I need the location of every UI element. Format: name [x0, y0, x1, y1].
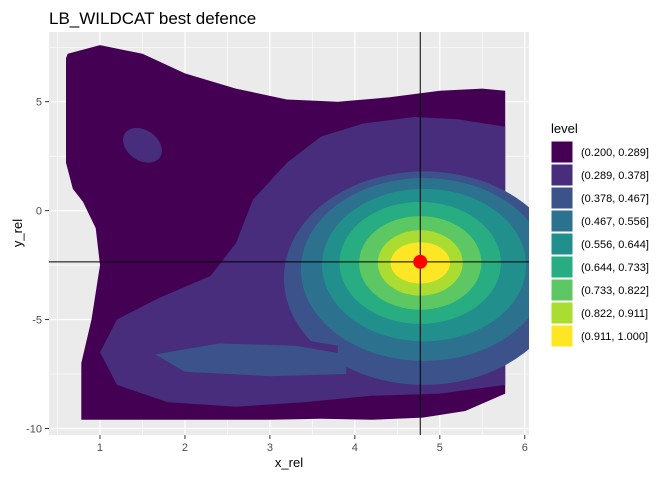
band-group — [66, 45, 529, 420]
x-tick-label: 2 — [182, 442, 188, 454]
legend-swatch — [550, 255, 574, 279]
contour-blob-upper-left — [122, 127, 162, 163]
legend-label: (0.644, 0.733] — [581, 262, 649, 274]
legend-label: (0.200, 0.289] — [581, 147, 649, 159]
x-axis: 1 2 3 4 5 6 — [97, 435, 528, 454]
contour-tongue-inner — [155, 343, 347, 377]
x-axis-title: x_rel — [275, 455, 303, 470]
legend: level (0.200, 0.289] (0.289, 0.378] (0.378… — [550, 121, 649, 348]
highlight-point-marker — [413, 254, 428, 269]
legend-swatch — [550, 140, 574, 164]
legend-label: (0.289, 0.378] — [581, 170, 649, 182]
x-tick-label: 1 — [97, 442, 103, 454]
y-axis: 5 0 -5 -10 — [26, 97, 49, 435]
legend-label: (0.467, 0.556] — [581, 216, 649, 228]
y-tick-label: -5 — [32, 315, 42, 327]
y-tick-label: -10 — [26, 423, 42, 435]
x-tick-label: 4 — [352, 442, 358, 454]
legend-swatch — [550, 209, 574, 233]
contour-bands — [66, 45, 529, 420]
y-tick-label: 5 — [36, 97, 42, 109]
legend-swatch — [550, 186, 574, 210]
reference-lines — [49, 32, 529, 435]
legend-label: (0.822, 0.911] — [581, 308, 648, 320]
legend-swatch — [550, 232, 574, 256]
legend-label: (0.911, 1.000] — [581, 331, 648, 343]
x-tick-label: 5 — [437, 442, 443, 454]
legend-label: (0.733, 0.822] — [581, 285, 649, 297]
y-tick-label: 0 — [36, 206, 42, 218]
y-axis-title: y_rel — [10, 219, 25, 247]
legend-title: level — [551, 121, 578, 136]
legend-label: (0.556, 0.644] — [581, 239, 649, 251]
legend-swatch — [550, 301, 574, 325]
highlight-point — [413, 254, 428, 269]
x-tick-label: 3 — [267, 442, 273, 454]
legend-swatch — [550, 324, 574, 348]
chart-title: LB_WILDCAT best defence — [49, 9, 256, 28]
legend-swatch — [550, 278, 574, 302]
legend-label: (0.378, 0.467] — [581, 193, 649, 205]
legend-swatch — [550, 163, 574, 187]
x-tick-label: 6 — [522, 442, 528, 454]
